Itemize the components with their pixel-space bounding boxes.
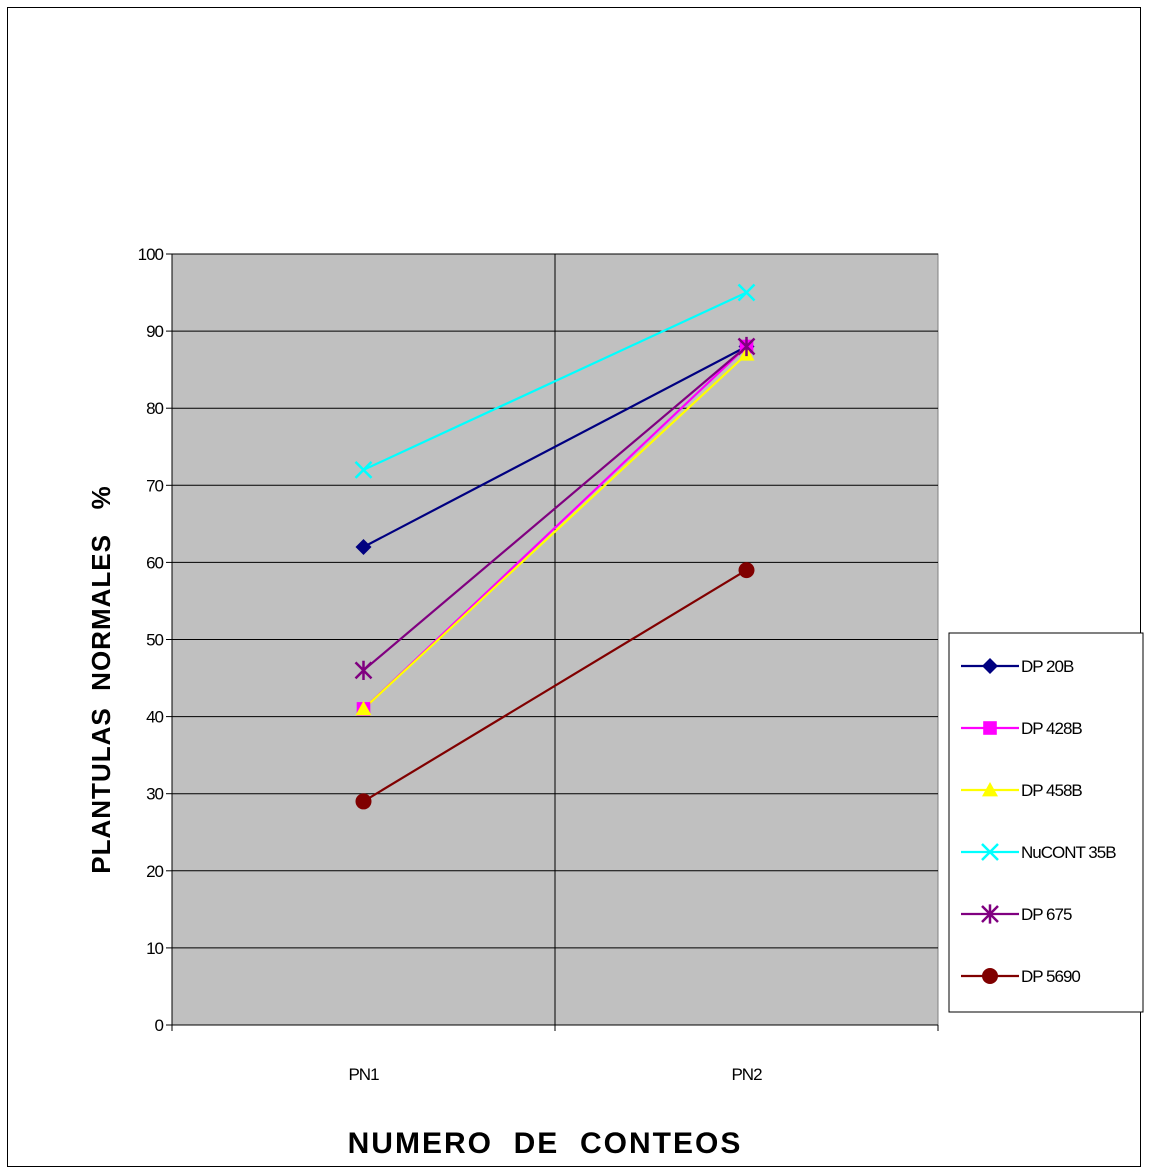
series-line (363, 291, 747, 471)
legend-box (948, 632, 1144, 1013)
y-tick-label: 100 (138, 245, 164, 264)
series-line (362, 345, 748, 672)
y-axis-title: PLANTULAS NORMALES % (86, 485, 116, 873)
legend-entry: DP 428B (961, 719, 1083, 738)
legend-entry: DP 20B (961, 657, 1075, 676)
series-marker (982, 782, 998, 797)
y-tick-label: 0 (155, 1016, 164, 1035)
chart-frame (7, 7, 1141, 1167)
y-tick-label: 30 (146, 785, 163, 804)
series-marker (355, 700, 372, 716)
legend-entry: NuCONT 35B (961, 843, 1117, 862)
series-marker (737, 336, 756, 357)
series-marker (354, 460, 373, 479)
series-lines (362, 291, 748, 803)
series-marker (981, 843, 999, 861)
series-marker (355, 538, 372, 555)
y-tick-label: 60 (146, 553, 163, 572)
legend-label: NuCONT 35B (1021, 843, 1116, 862)
legend-entry: DP 5690 (961, 967, 1081, 986)
legend-entry: DP 675 (961, 904, 1073, 924)
series-line (362, 353, 748, 710)
x-tick-label: PN1 (348, 1065, 379, 1084)
series-marker (738, 562, 755, 579)
series-line (362, 345, 748, 548)
legend-label: DP 5690 (1021, 967, 1080, 986)
series-marker (737, 283, 756, 302)
legend-entry: DP 458B (961, 781, 1083, 800)
series-marker (983, 721, 997, 735)
x-axis-title: NUMERO DE CONTEOS (348, 1127, 743, 1160)
y-tick-label: 40 (146, 708, 163, 727)
legend: DP 20B DP 428B DP 458B NuCONT 35B DP 675 DP 5… (948, 632, 1144, 1013)
legend-label: DP 428B (1021, 719, 1082, 738)
series-marker (354, 660, 373, 680)
legend-label: DP 20B (1021, 657, 1074, 676)
y-tick-label: 10 (146, 939, 163, 958)
series-marker (981, 904, 999, 924)
legend-label: DP 675 (1021, 905, 1072, 924)
y-tick-label: 80 (146, 399, 163, 418)
legend-label: DP 458B (1021, 781, 1082, 800)
y-tick-label: 70 (146, 476, 163, 495)
series-marker (982, 658, 998, 674)
gridlines (172, 253, 938, 1025)
x-tick-label: PN2 (731, 1065, 762, 1084)
y-tick-label: 50 (146, 631, 163, 650)
series-marker (355, 793, 372, 810)
y-tick-label: 20 (146, 862, 163, 881)
axes: 0 10 20 30 40 50 60 70 80 90 100 PN1 PN2 (138, 245, 939, 1084)
series-markers (354, 283, 756, 810)
y-tick-label: 90 (146, 322, 163, 341)
series-line (362, 569, 748, 803)
series-marker (982, 968, 998, 984)
